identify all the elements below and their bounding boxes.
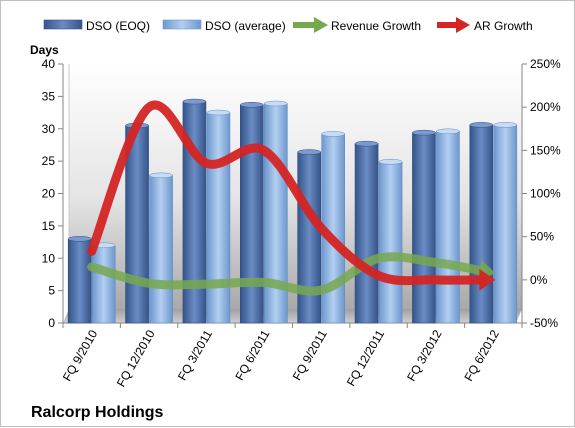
bar-dso-average <box>206 112 231 324</box>
bar-dso-eoq <box>297 151 321 324</box>
left-tick-label: 10 <box>42 251 56 265</box>
right-tick-label: 200% <box>530 100 561 114</box>
right-tick-label: 150% <box>530 143 561 157</box>
bar-dso-average <box>436 131 460 324</box>
y-axis-title: Days <box>30 43 59 57</box>
bar-dso-eoq <box>354 143 379 324</box>
bar-top-dso-average <box>321 131 345 137</box>
right-tick-label: -50% <box>530 316 558 330</box>
legend-item-revenue-growth: Revenue Growth <box>293 17 421 33</box>
left-tick-label: 40 <box>42 57 56 71</box>
bar-top-dso-average <box>149 172 173 179</box>
legend-swatch-dso-eoq <box>43 19 83 30</box>
x-tick-label: FQ 9/2011 <box>290 327 330 383</box>
arrowhead-ar-growth <box>479 268 496 291</box>
bar-top-dso-average <box>206 109 231 116</box>
bar-top-dso-eoq <box>297 149 321 155</box>
left-tick-label: 25 <box>42 154 56 168</box>
line-ar-growth <box>87 100 486 286</box>
line-revenue-growth <box>87 252 487 296</box>
bar-dso-eoq <box>412 132 436 324</box>
left-tick-label: 30 <box>42 122 56 136</box>
bar-dso-eoq <box>125 125 149 324</box>
bar-top-dso-eoq <box>182 98 207 105</box>
legend-label-ar-growth: AR Growth <box>474 19 533 33</box>
bar-top-dso-eoq <box>240 102 264 108</box>
x-tick-label: FQ 9/2010 <box>60 327 101 383</box>
bar-dso-average <box>378 161 403 324</box>
bar-top-dso-eoq <box>469 122 494 128</box>
bar-top-dso-average <box>493 122 518 128</box>
legend-swatch-dso-average <box>162 19 202 30</box>
bar-top-dso-eoq <box>412 129 436 136</box>
right-tick-label: 100% <box>530 187 561 201</box>
plot-floor <box>63 309 522 323</box>
legend-arrow-revenue-growth <box>314 17 328 33</box>
left-tick-label: 0 <box>48 316 55 330</box>
left-tick-label: 20 <box>42 187 56 201</box>
left-tick-label: 35 <box>42 89 56 103</box>
legend-arrow-ar-growth <box>456 17 470 33</box>
bar-dso-eoq <box>469 124 494 324</box>
x-tick-label: FQ 12/2010 <box>114 327 158 389</box>
legend: DSO (EOQ) DSO (average) Revenue Growth A… <box>43 17 533 33</box>
x-tick-labels: FQ 9/2010 FQ 12/2010 FQ 3/2011 FQ 6/2011 FQ … <box>60 327 502 389</box>
right-tick-label: 0% <box>530 273 548 287</box>
left-tick-label: 5 <box>48 284 55 298</box>
legend-item-ar-growth: AR Growth <box>437 17 533 33</box>
legend-label-dso-eoq: DSO (EOQ) <box>86 19 150 33</box>
chart-title: Ralcorp Holdings <box>31 404 164 421</box>
x-tick-label: FQ 3/2011 <box>175 327 215 383</box>
right-tick-label: 250% <box>530 57 561 71</box>
bar-top-dso-eoq <box>67 236 92 242</box>
bar-dso-average <box>91 245 116 324</box>
bar-top-dso-average <box>378 159 403 165</box>
bar-top-dso-average <box>436 128 460 135</box>
bar-dso-eoq <box>240 104 264 324</box>
left-tick-label: 15 <box>42 219 56 233</box>
bar-dso-average <box>493 124 518 324</box>
x-tick-label: FQ 6/2012 <box>461 327 502 383</box>
legend-label-dso-average: DSO (average) <box>205 19 286 33</box>
bar-dso-average <box>149 175 173 324</box>
right-tick-label: 50% <box>530 230 554 244</box>
x-tick-label: FQ 12/2011 <box>344 327 388 388</box>
bar-top-dso-average <box>264 100 288 107</box>
bar-top-dso-eoq <box>354 140 379 147</box>
x-tick-label: FQ 6/2011 <box>232 327 272 383</box>
x-tick-label: FQ 3/2012 <box>404 327 445 383</box>
legend-item-dso-average: DSO (average) <box>162 19 286 33</box>
lines-group <box>87 100 496 296</box>
legend-item-dso-eoq: DSO (EOQ) <box>43 19 150 33</box>
legend-label-revenue-growth: Revenue Growth <box>331 19 421 33</box>
axis-ticks: 0 5 10 15 20 25 30 35 40 -50% 0% 50% 100% 150% 200% 250… <box>42 57 561 330</box>
